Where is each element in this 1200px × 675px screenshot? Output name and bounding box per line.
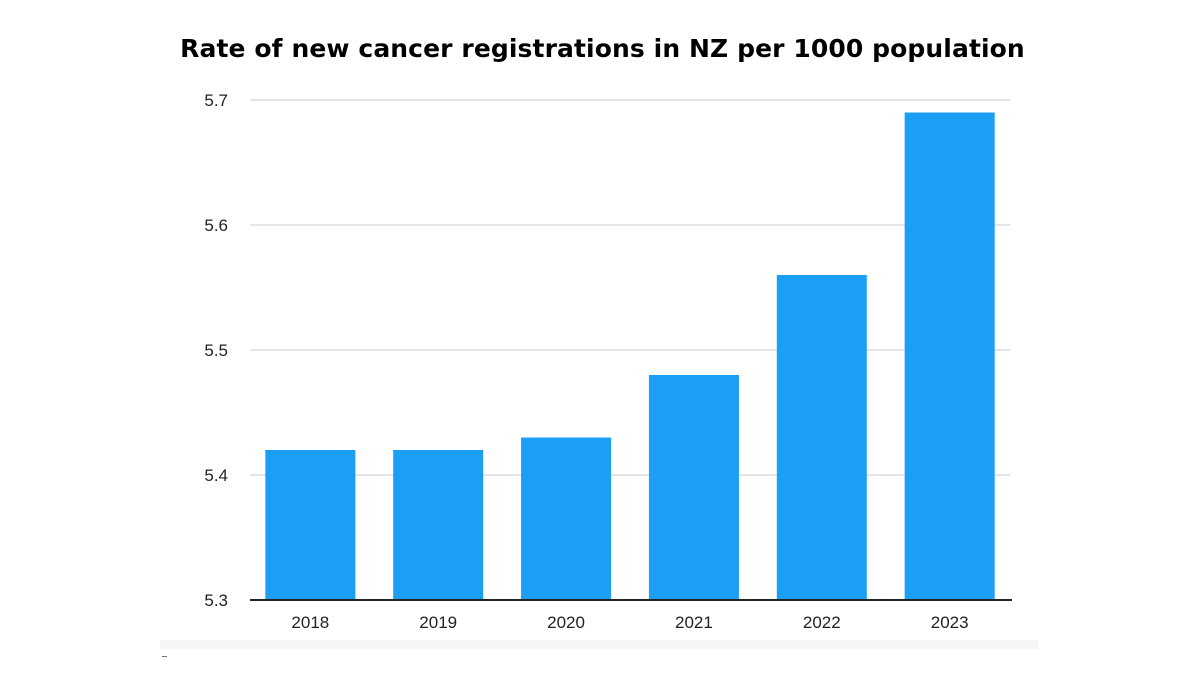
bar-2022 xyxy=(776,275,867,600)
x-tick-label: 2019 xyxy=(419,613,457,632)
y-tick-label: 5.3 xyxy=(204,591,228,610)
bar-2019 xyxy=(393,450,484,600)
chart-title: Rate of new cancer registrations in NZ p… xyxy=(180,34,1025,63)
x-axis-tick-labels: 2018 2019 2020 2021 2022 2023 xyxy=(291,613,968,632)
bar-2021 xyxy=(648,375,739,600)
bars xyxy=(265,112,995,600)
x-tick-label: 2020 xyxy=(547,613,585,632)
x-tick-label: 2023 xyxy=(931,613,969,632)
bottom-band xyxy=(160,640,1038,649)
bar-2023 xyxy=(904,112,995,600)
x-tick-label: 2021 xyxy=(675,613,713,632)
y-tick-label: 5.7 xyxy=(204,91,228,110)
gridlines xyxy=(250,99,1010,476)
y-tick-label: 5.4 xyxy=(204,466,228,485)
bar-2018 xyxy=(265,450,356,600)
x-tick-label: 2018 xyxy=(291,613,329,632)
bar-2020 xyxy=(521,437,612,600)
corner-mark xyxy=(162,656,167,657)
y-axis-tick-labels: 5.3 5.4 5.5 5.6 5.7 xyxy=(204,91,228,610)
x-tick-label: 2022 xyxy=(803,613,841,632)
y-tick-label: 5.6 xyxy=(204,216,228,235)
y-tick-label: 5.5 xyxy=(204,341,228,360)
